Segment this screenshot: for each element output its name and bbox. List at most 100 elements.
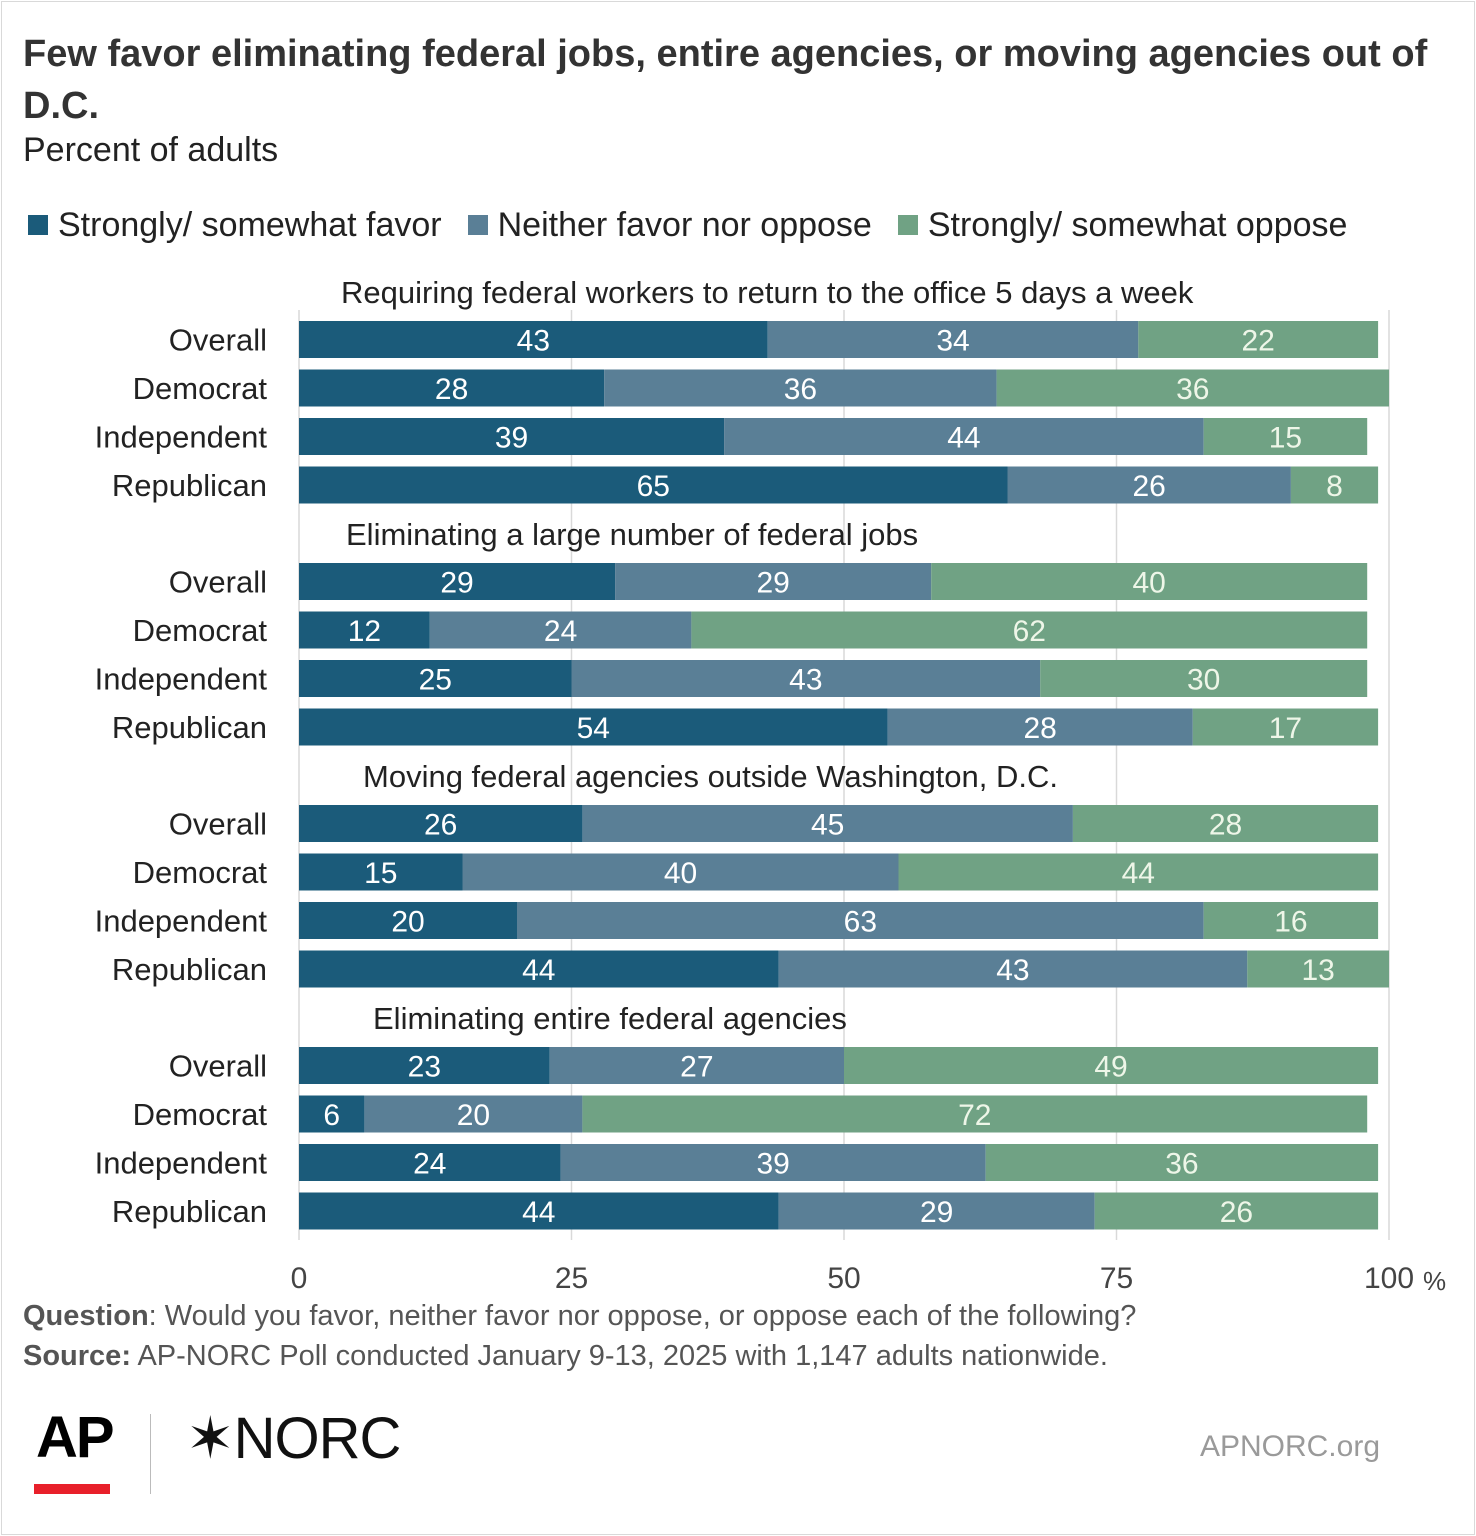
legend: Strongly/ somewhat favor Neither favor n… [28, 203, 1347, 247]
norc-star-icon: ✶ [186, 1406, 235, 1471]
ap-logo: AP [36, 1405, 115, 1470]
data-label-favor: 39 [495, 422, 528, 455]
bar-segment-neither [462, 853, 899, 891]
data-label-oppose: 22 [1242, 325, 1275, 358]
bar-segment-oppose [1203, 902, 1379, 939]
source-text: AP-NORC Poll conducted January 9-13, 202… [130, 1340, 1108, 1372]
data-label-oppose: 16 [1274, 906, 1307, 939]
data-label-neither: 29 [920, 1196, 953, 1229]
data-label-favor: 6 [323, 1099, 340, 1132]
bar-segment-favor [299, 902, 517, 939]
bar-segment-favor [299, 950, 779, 988]
data-label-neither: 40 [664, 857, 697, 890]
data-label-neither: 34 [936, 325, 969, 358]
bar-segment-favor [299, 466, 1008, 504]
data-label-oppose: 49 [1094, 1051, 1127, 1084]
bar-segment-oppose [898, 853, 1379, 891]
source-note: Source: AP-NORC Poll conducted January 9… [23, 1340, 1108, 1373]
data-label-oppose: 72 [958, 1099, 991, 1132]
row-label: Republican [112, 710, 267, 745]
bar-segment-favor [299, 321, 768, 358]
data-label-favor: 24 [413, 1148, 446, 1181]
data-label-favor: 15 [364, 857, 397, 890]
legend-label-oppose: Strongly/ somewhat oppose [927, 205, 1348, 244]
data-label-neither: 29 [756, 567, 789, 600]
bar-segment-oppose [1072, 805, 1379, 842]
x-tick-label: 75 [1100, 1262, 1133, 1295]
bar-segment-favor [299, 1095, 365, 1133]
bar-segment-neither [615, 563, 932, 600]
logo-divider [150, 1414, 151, 1494]
bar-segment-neither [724, 418, 1204, 455]
bar-segment-favor [299, 805, 583, 842]
data-label-neither: 28 [1024, 712, 1057, 745]
row-label: Democrat [133, 855, 268, 890]
bar-segment-neither [549, 1047, 844, 1084]
bar-segment-oppose [582, 1095, 1368, 1133]
row-label: Overall [169, 323, 267, 358]
legend-label-neither: Neither favor nor oppose [497, 205, 872, 244]
legend-item-neither: Neither favor nor oppose [467, 205, 872, 245]
row-label: Democrat [133, 371, 268, 406]
data-label-favor: 65 [637, 470, 670, 503]
ap-logo-bar [34, 1484, 110, 1494]
data-label-favor: 12 [348, 615, 381, 648]
group-title-3: Moving federal agencies outside Washingt… [363, 759, 1058, 794]
row-label: Overall [169, 565, 267, 600]
row-label: Overall [169, 807, 267, 842]
bar-segment-oppose [1094, 1192, 1379, 1230]
row-label: Republican [112, 1194, 267, 1229]
data-label-neither: 43 [996, 954, 1029, 987]
data-label-oppose: 62 [1013, 615, 1046, 648]
apnorc-site-link[interactable]: APNORC.org [1199, 1430, 1380, 1463]
bar-segment-neither [429, 611, 692, 649]
row-label: Overall [169, 1049, 267, 1084]
row-label: Republican [112, 952, 267, 987]
data-label-oppose: 13 [1301, 954, 1334, 987]
legend-item-oppose: Strongly/ somewhat oppose [897, 205, 1348, 245]
x-tick-label: 100 [1364, 1262, 1414, 1295]
bar-segment-favor [299, 418, 725, 455]
data-label-neither: 36 [784, 373, 817, 406]
bar-segment-favor [299, 369, 605, 407]
x-tick-label: 0 [291, 1262, 308, 1295]
data-label-favor: 43 [517, 325, 550, 358]
data-label-oppose: 40 [1133, 567, 1166, 600]
row-label: Republican [112, 468, 267, 503]
data-label-neither: 63 [844, 906, 877, 939]
group-title-4: Eliminating entire federal agencies [373, 1001, 847, 1036]
bar-segment-favor [299, 708, 888, 746]
bar-segment-neither [767, 321, 1139, 358]
data-label-favor: 44 [522, 1196, 555, 1229]
data-label-oppose: 44 [1122, 857, 1155, 890]
bar-segment-oppose [1192, 708, 1379, 746]
legend-item-favor: Strongly/ somewhat favor [28, 206, 442, 245]
x-tick-label: 25 [555, 1262, 588, 1295]
bar-segment-neither [582, 805, 1073, 842]
question-text: : Would you favor, neither favor nor opp… [148, 1300, 1137, 1332]
bar-segment-oppose [985, 1144, 1379, 1181]
source-label: Source: [23, 1340, 131, 1372]
norc-logo-text: NORC [233, 1406, 402, 1471]
bar-segment-neither [560, 1144, 986, 1181]
bar-segment-oppose [1203, 418, 1368, 455]
data-label-oppose: 8 [1326, 470, 1343, 503]
bar-segment-neither [1007, 466, 1291, 504]
x-tick-label: 50 [827, 1262, 860, 1295]
data-label-favor: 28 [435, 373, 468, 406]
bar-segment-oppose [1138, 321, 1379, 358]
bar-segment-oppose [1247, 950, 1389, 988]
data-label-oppose: 15 [1269, 422, 1302, 455]
row-label: Independent [95, 662, 268, 697]
bar-segment-favor [299, 853, 463, 891]
bar-segment-neither [778, 1192, 1095, 1230]
group-title-1: Requiring federal workers to return to t… [341, 275, 1194, 310]
bar-segment-neither [887, 708, 1193, 746]
bar-segment-neither [517, 902, 1204, 939]
question-note: Question: Would you favor, neither favor… [23, 1300, 1136, 1333]
data-label-neither: 39 [756, 1148, 789, 1181]
data-label-neither: 45 [811, 809, 844, 842]
legend-label-favor: Strongly/ somewhat favor [58, 205, 442, 244]
data-label-neither: 24 [544, 615, 577, 648]
